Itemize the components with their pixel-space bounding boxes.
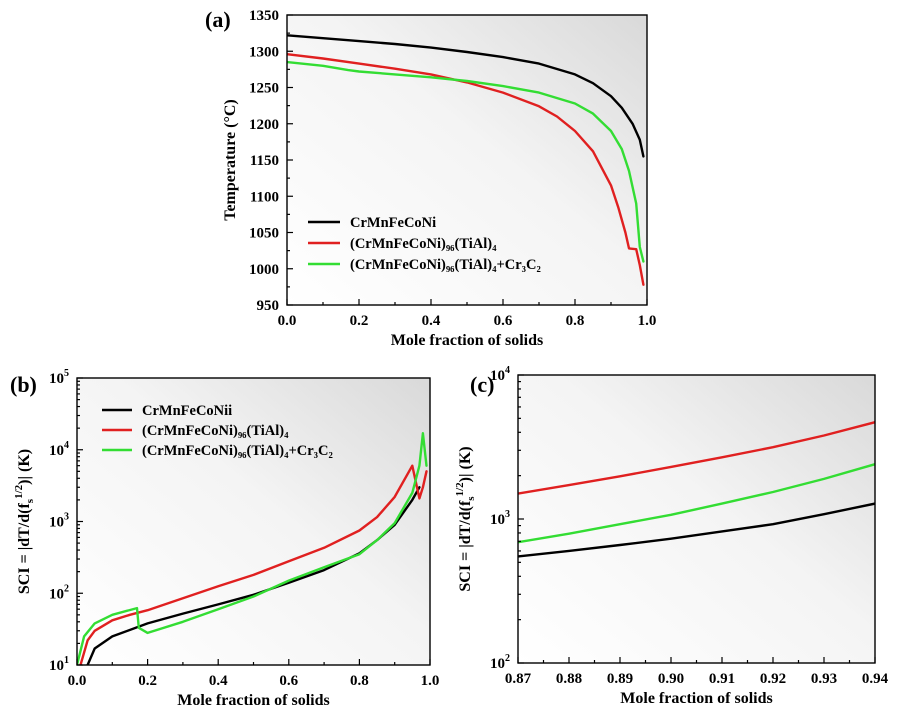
- legend-label: (CrMnFeCoNi)₉₆(TiAl)₄+Cr₃C₂: [350, 257, 541, 273]
- x-tick-label: 0.93: [811, 671, 837, 687]
- y-tick-label: 104: [49, 440, 69, 459]
- plot-background: [287, 15, 647, 305]
- x-tick-label: 0.94: [862, 671, 889, 687]
- x-tick-label: 0.6: [494, 313, 513, 329]
- series-line-a-3: [287, 60, 645, 263]
- x-tick-label: 0.90: [658, 671, 684, 687]
- legend-label: (CrMnFeCoNi)₉₆(TiAl)₄: [142, 423, 289, 439]
- series-line-c-2: [518, 421, 875, 495]
- x-tick-label: 0.87: [505, 671, 532, 687]
- panel-letter: (a): [205, 7, 231, 32]
- y-tick-label: 101: [49, 655, 69, 674]
- y-tick-label: 1250: [249, 81, 279, 97]
- x-tick-label: 0.8: [566, 313, 585, 329]
- y-tick-label: 103: [49, 512, 69, 531]
- series-line-c-1: [518, 502, 875, 558]
- x-axis-title: Mole fraction of solids: [391, 332, 543, 349]
- x-tick-label: 0.6: [279, 673, 298, 689]
- x-tick-label: 1.0: [421, 673, 440, 689]
- series-line-a-1: [287, 34, 645, 158]
- series-line-b-2: [79, 464, 428, 665]
- y-tick-label: 1200: [249, 117, 279, 133]
- series-group: [77, 432, 428, 665]
- x-axis-title: Mole fraction of solids: [620, 690, 772, 707]
- x-tick-label: 1.0: [638, 313, 657, 329]
- panel-letter: (b): [10, 372, 37, 397]
- series-line-a-2: [287, 53, 645, 286]
- y-tick-label: 1150: [250, 153, 279, 169]
- legend-label: CrMnFeCoNi: [350, 215, 436, 231]
- chart-panel-a: 0.0 0.2 0.4 0.6 0.8 1.0 950 1000 1050 1100 1150 120…: [205, 7, 656, 349]
- series-group: [287, 34, 645, 286]
- x-tick-label: 0.0: [68, 673, 87, 689]
- x-tick-label: 0.2: [138, 673, 157, 689]
- series-line-b-3: [77, 432, 428, 665]
- y-tick-label: 102: [49, 583, 69, 602]
- series-line-c-3: [518, 463, 875, 544]
- y-tick-label: 102: [490, 653, 510, 672]
- x-axis-title: Mole fraction of solids: [177, 692, 329, 709]
- x-tick-label: 0.0: [278, 313, 297, 329]
- y-tick-label: 1300: [249, 44, 279, 60]
- x-tick-label: 0.4: [422, 313, 441, 329]
- legend-label: CrMnFeCoNii: [142, 403, 232, 419]
- x-tick-label: 0.88: [556, 671, 582, 687]
- chart-panel-b: 0.0 0.2 0.4 0.6 0.8 1.0 101 102 103 104 105 Mole fr…: [10, 368, 439, 709]
- y-axis-title: SCI = |dT/d(fs1/2)| (K): [454, 446, 477, 591]
- y-tick-label: 1100: [250, 189, 279, 205]
- y-tick-label: 1350: [249, 8, 279, 24]
- y-tick-label: 104: [490, 365, 510, 384]
- x-tick-label: 0.4: [209, 673, 228, 689]
- y-tick-label: 950: [257, 298, 280, 314]
- x-tick-label: 0.91: [709, 671, 735, 687]
- y-tick-label: 1000: [249, 262, 279, 278]
- legend-label: (CrMnFeCoNi)₉₆(TiAl)₄+Cr₃C₂: [142, 443, 333, 459]
- x-tick-label: 0.2: [350, 313, 369, 329]
- x-tick-label: 0.92: [760, 671, 786, 687]
- x-tick-label: 0.8: [350, 673, 369, 689]
- y-axis-title: SCI = |dT/d(fs1/2)| (K): [13, 449, 36, 594]
- x-tick-label: 0.89: [607, 671, 633, 687]
- y-tick-label: 1050: [249, 226, 279, 242]
- plot-background: [77, 378, 430, 665]
- chart-panel-c: 0.87 0.88 0.89 0.90 0.91 0.92 0.93 0.94 102 103 10…: [454, 365, 889, 707]
- y-tick-label: 105: [49, 368, 69, 387]
- series-group: [518, 421, 875, 558]
- plot-background: [518, 375, 875, 663]
- panel-letter: (c): [470, 372, 494, 397]
- legend-label: (CrMnFeCoNi)₉₆(TiAl)₄: [350, 236, 497, 252]
- y-axis-title: Temperature (°C): [222, 99, 239, 220]
- y-tick-label: 103: [490, 509, 510, 528]
